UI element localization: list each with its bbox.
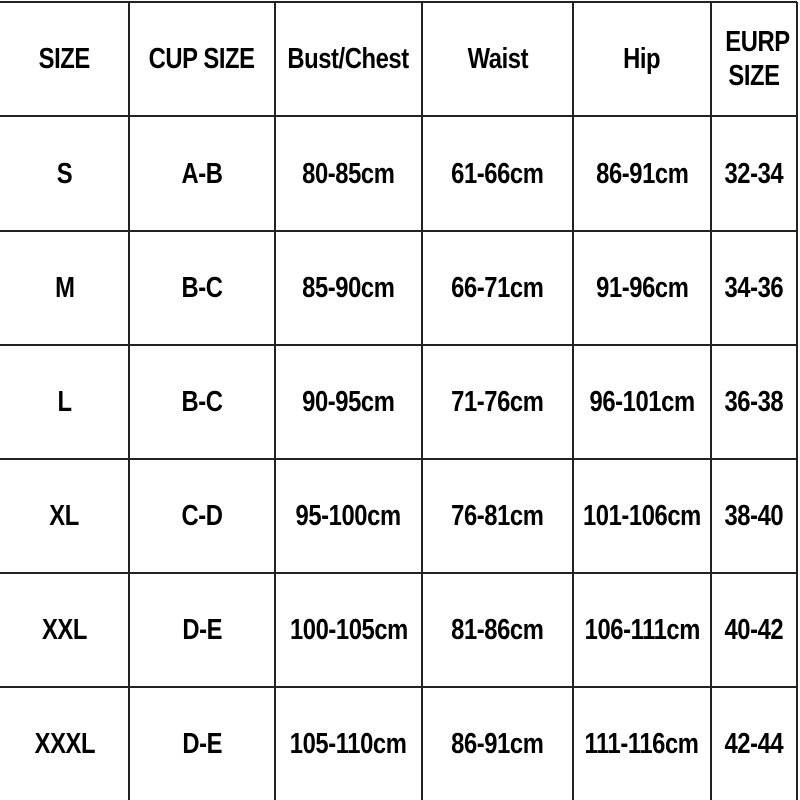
cell-value: 101-106cm <box>583 500 701 532</box>
table-cell: A-B <box>129 116 275 231</box>
header-cell: SIZE <box>0 2 129 116</box>
row-divider <box>0 344 797 346</box>
row-divider <box>0 1 797 3</box>
table-cell: 61-66cm <box>422 116 573 231</box>
header-cell: Hip <box>573 2 711 116</box>
table-cell: 105-110cm <box>275 687 422 800</box>
table-cell: 81-86cm <box>422 573 573 687</box>
table-cell: 106-111cm <box>573 573 711 687</box>
table-cell: 80-85cm <box>275 116 422 231</box>
cell-value: 36-38 <box>724 386 784 418</box>
cell-value: 38-40 <box>724 500 784 532</box>
header-label: Bust/Chest <box>287 43 410 75</box>
cell-value: XXL <box>41 614 88 646</box>
cell-value: 106-111cm <box>584 614 700 646</box>
cell-value: B-C <box>181 386 223 418</box>
table-cell: D-E <box>129 687 275 800</box>
table-cell: XXXL <box>0 687 129 800</box>
table-cell: 71-76cm <box>422 345 573 459</box>
cell-value: 100-105cm <box>289 614 408 646</box>
table-cell: 100-105cm <box>275 573 422 687</box>
table-cell: 85-90cm <box>275 231 422 345</box>
cell-value: 81-86cm <box>451 614 544 646</box>
cell-value: D-E <box>182 614 222 646</box>
column-divider <box>796 2 798 800</box>
table-cell: 96-101cm <box>573 345 711 459</box>
cell-value: 86-91cm <box>451 727 544 760</box>
column-divider <box>572 2 574 800</box>
cell-value: 80-85cm <box>302 157 395 190</box>
table-cell: 76-81cm <box>422 459 573 573</box>
cell-value: 85-90cm <box>302 272 395 304</box>
table-cell: XXL <box>0 573 129 687</box>
cell-value: 86-91cm <box>595 157 689 190</box>
column-divider <box>128 2 130 800</box>
table-cell: XL <box>0 459 129 573</box>
row-divider <box>0 115 797 117</box>
row-divider <box>0 458 797 460</box>
table-cell: 90-95cm <box>275 345 422 459</box>
cell-value: XL <box>49 500 80 532</box>
table-cell: D-E <box>129 573 275 687</box>
cell-value: 32-34 <box>724 157 784 190</box>
cell-value: 95-100cm <box>295 500 402 532</box>
table-cell: 95-100cm <box>275 459 422 573</box>
cell-value: 66-71cm <box>451 272 544 304</box>
cell-value: B-C <box>181 272 223 304</box>
cell-value: 34-36 <box>724 272 784 304</box>
cell-value: 76-81cm <box>451 500 544 532</box>
cell-value: M <box>54 272 75 304</box>
column-divider <box>274 2 276 800</box>
row-divider <box>0 686 797 688</box>
header-label: EURP SIZE <box>725 26 790 92</box>
column-divider <box>710 2 712 800</box>
cell-value: A-B <box>181 157 223 190</box>
table-cell: 86-91cm <box>573 116 711 231</box>
header-cell: CUP SIZE <box>129 2 275 116</box>
table-cell: 66-71cm <box>422 231 573 345</box>
cell-value: S <box>56 157 73 190</box>
cell-value: XXXL <box>34 727 95 760</box>
table-cell: 38-40 <box>711 459 797 573</box>
cell-value: 71-76cm <box>451 386 544 418</box>
table-cell: M <box>0 231 129 345</box>
table-cell: 34-36 <box>711 231 797 345</box>
cell-value: 96-101cm <box>589 386 695 418</box>
cell-value: 105-110cm <box>290 727 407 760</box>
header-cell: EURP SIZE <box>711 2 797 116</box>
table-cell: 42-44 <box>711 687 797 800</box>
row-divider <box>0 230 797 232</box>
table-cell: B-C <box>129 231 275 345</box>
cell-value: 90-95cm <box>302 386 395 418</box>
cell-value: 42-44 <box>724 727 784 760</box>
cell-value: 40-42 <box>724 614 784 646</box>
cell-value: D-E <box>182 727 222 760</box>
cell-value: 111-116cm <box>584 727 700 760</box>
table-cell: 86-91cm <box>422 687 573 800</box>
header-label: SIZE <box>38 43 91 75</box>
table-cell: B-C <box>129 345 275 459</box>
header-label: Hip <box>623 43 661 75</box>
column-divider <box>421 2 423 800</box>
table-cell: 40-42 <box>711 573 797 687</box>
cell-value: 91-96cm <box>595 272 689 304</box>
table-cell: L <box>0 345 129 459</box>
table-cell: 101-106cm <box>573 459 711 573</box>
header-cell: Bust/Chest <box>275 2 422 116</box>
header-label: CUP SIZE <box>149 43 255 75</box>
cell-value: 61-66cm <box>451 157 544 190</box>
table-cell: 32-34 <box>711 116 797 231</box>
header-label: Waist <box>467 43 528 75</box>
table-cell: 36-38 <box>711 345 797 459</box>
table-cell: 91-96cm <box>573 231 711 345</box>
header-cell: Waist <box>422 2 573 116</box>
row-divider <box>0 572 797 574</box>
cell-value: L <box>57 386 72 418</box>
table-cell: C-D <box>129 459 275 573</box>
table-cell: S <box>0 116 129 231</box>
cell-value: C-D <box>181 500 223 532</box>
table-cell: 111-116cm <box>573 687 711 800</box>
